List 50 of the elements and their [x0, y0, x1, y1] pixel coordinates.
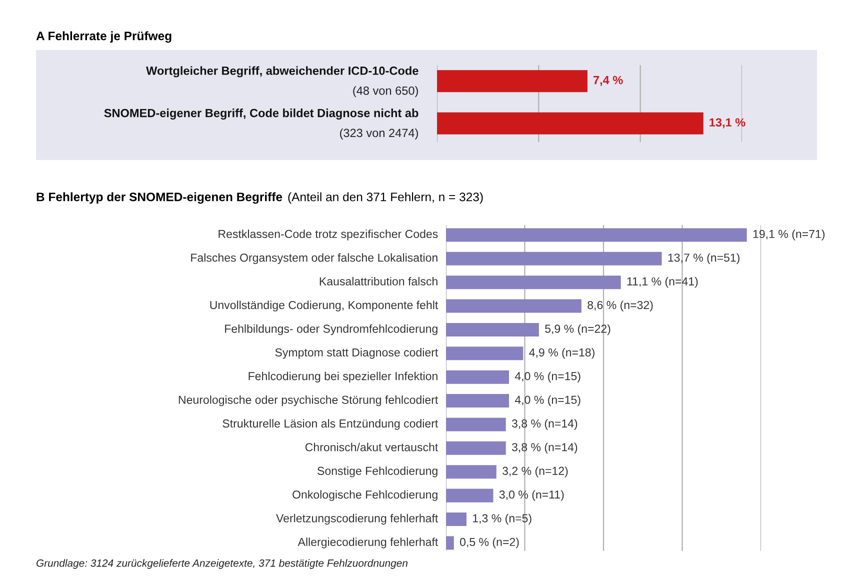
- text: B Fehlertyp der SNOMED-eigenen Begriffe: [36, 192, 282, 204]
- data-label: 19,1 % (n=71): [753, 230, 825, 240]
- data-label: 13,7 % (n=51): [668, 253, 740, 264]
- bar: [446, 299, 582, 313]
- bar: [446, 512, 466, 526]
- y-tick-label: SNOMED-eigener Begriff, Code bildet Diagnose nicht ab (323 von 2474): [104, 108, 418, 140]
- y-tick-label: Restklassen-Code trotz spezifischer Codes: [218, 230, 438, 240]
- bar: [446, 418, 506, 432]
- y-tick-label: Allergiecodierung fehlerhaft: [298, 538, 438, 548]
- y-tick-label: Fehlcodierung bei spezieller Infektion: [248, 372, 438, 382]
- data-label: 5,9 % (n=22): [545, 324, 610, 336]
- bar: [446, 465, 496, 479]
- bar: [446, 370, 509, 384]
- data-label: 4,0 % (n=15): [514, 395, 580, 406]
- y-tick-label: Chronisch/akut vertauscht: [305, 442, 438, 452]
- y-tick-label: Verletzungscodierung fehlerhaft: [276, 514, 438, 525]
- y-tick-label: Falsches Organsystem oder falsche Lokalisation: [191, 253, 438, 264]
- data-label: 0,5 % (n=2): [460, 538, 519, 548]
- data-label: 3,8 % (n=14): [512, 419, 578, 430]
- bar: [446, 394, 509, 408]
- y-tick-label: Unvollständige Codierung, Komponente fehlt: [210, 300, 438, 312]
- bar: [446, 346, 524, 360]
- data-label: 7,4 %: [593, 76, 623, 86]
- y-tick-label: Onkologische Fehlcodierung: [292, 490, 438, 501]
- bar: [446, 488, 494, 502]
- y-tick-label: Fehlbildungs- oder Syndromfehlcodierung: [225, 324, 438, 336]
- data-label: 13,1 %: [710, 118, 746, 128]
- text: A Fehlerrate je Prüfweg: [36, 31, 172, 43]
- y-tick-label: Strukturelle Läsion als Entzündung codiert: [222, 419, 438, 430]
- data-label: 3,0 % (n=11): [499, 490, 564, 501]
- y-tick-label: Kausalattribution falsch: [320, 276, 438, 286]
- data-label: 11,1 % (n=41): [627, 276, 698, 288]
- data-label: 4,9 % (n=18): [529, 348, 594, 359]
- bar: [446, 441, 506, 455]
- y-tick-label: Symptom statt Diagnose codiert: [275, 348, 438, 359]
- y-tick-label: Wortgleicher Begriff, abweichender ICD-10-Code (48 von 650): [146, 66, 418, 98]
- data-label: 3,2 % (n=12): [502, 466, 568, 478]
- y-tick-label: Sonstige Fehlcodierung: [318, 466, 438, 478]
- data-label: 4,0 % (n=15): [514, 372, 580, 382]
- text: Grundlage: 3124 zurückgelieferte Anzeigetexte, 371 bestätigte Fehlzuordnungen: [36, 559, 408, 569]
- data-label: 1,3 % (n=5): [473, 514, 532, 525]
- chart-subtitle: (Anteil an den 371 Fehlern, n = 323): [288, 192, 483, 204]
- data-label: 3,8 % (n=14): [512, 442, 578, 454]
- bar: [446, 322, 539, 336]
- bar: [446, 276, 621, 290]
- bar: [446, 536, 454, 550]
- bar: [446, 252, 662, 266]
- y-tick-label: Neurologische oder psychische Störung fehlcodiert: [178, 395, 438, 406]
- data-label: 8,6 % (n=32): [588, 300, 653, 312]
- bar: [446, 228, 747, 242]
